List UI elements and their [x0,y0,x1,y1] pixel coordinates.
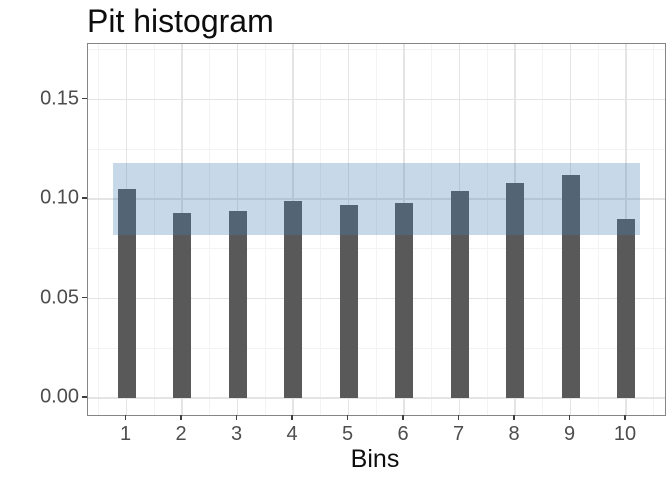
x-axis-tick-label: 10 [613,423,637,445]
x-axis-title: Bins [350,445,400,473]
minor-gridline-vertical [486,44,488,415]
x-axis-tick-label: 9 [563,423,576,445]
major-gridline-horizontal [88,297,665,300]
x-axis-tick [513,415,515,420]
x-axis-tick-label: 2 [175,423,187,445]
y-axis-tick [82,396,87,398]
x-axis-tick-label: 1 [119,423,132,445]
histogram-bar [173,212,191,398]
x-axis-tick-label: 3 [230,423,243,445]
minor-gridline-vertical [264,44,266,415]
x-axis-tick-label: 4 [286,423,298,445]
x-axis-tick-label: 5 [341,423,354,445]
x-axis-tick [346,415,349,420]
x-axis-tick-label: 7 [452,423,465,445]
x-axis-tick [124,415,127,420]
minor-gridline-vertical [375,44,377,415]
uniformity-confidence-band [112,163,640,235]
x-axis-tick-label: 8 [508,423,520,445]
x-axis-tick [291,415,293,420]
y-axis-tick [82,296,87,299]
minor-gridline-vertical [431,44,433,415]
histogram-bar [228,210,247,398]
x-axis-tick [568,415,571,420]
histogram-bar [117,189,136,398]
y-axis-tick-label: 0.05 [40,286,79,308]
y-axis-tick [82,97,87,100]
x-axis-tick [457,415,460,420]
y-axis-tick-label: 0.00 [40,385,79,408]
histogram-bar [450,191,469,398]
x-axis-tick [180,415,182,420]
histogram-bar [284,200,302,398]
x-axis-tick-label: 6 [397,423,409,445]
minor-gridline-vertical [542,44,544,415]
minor-gridline-vertical [597,44,599,415]
x-axis-tick [402,415,404,420]
y-axis-tick-label: 0.15 [40,87,79,109]
major-gridline-horizontal [88,98,665,101]
y-axis-tick-label: 0.10 [40,186,79,209]
histogram-bar [339,204,358,398]
histogram-bar [617,218,635,398]
minor-gridline-vertical [320,44,322,415]
histogram-bar [561,175,580,398]
x-axis-tick [235,415,238,420]
major-gridline-horizontal [88,397,665,399]
major-gridline-horizontal [88,198,665,200]
plot-panel [87,43,666,416]
minor-gridline-vertical [653,44,655,415]
minor-gridline-vertical [98,44,100,415]
minor-gridline-vertical [209,44,211,415]
y-axis-tick [82,197,87,199]
histogram-bar [395,202,413,398]
histogram-bar [506,183,524,398]
chart-title: Pit histogram [87,3,274,39]
x-axis-tick [624,415,626,420]
minor-gridline-vertical [153,44,155,415]
